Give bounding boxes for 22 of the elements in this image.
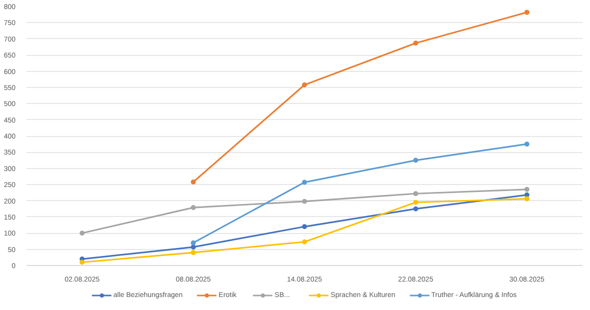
point [302,198,307,204]
point [302,180,307,185]
point [524,186,530,192]
point [190,240,196,246]
point [80,260,85,265]
point [302,224,307,230]
point [524,192,530,198]
point [302,239,307,244]
point [190,179,196,184]
point [524,196,530,202]
point [413,40,418,46]
point [190,244,196,250]
point [413,206,418,212]
point [524,10,530,15]
point [190,205,196,210]
point [190,250,196,256]
point [302,82,307,88]
point [80,230,85,236]
point [413,200,418,205]
point [413,158,418,163]
point [524,142,530,147]
point [413,191,418,196]
